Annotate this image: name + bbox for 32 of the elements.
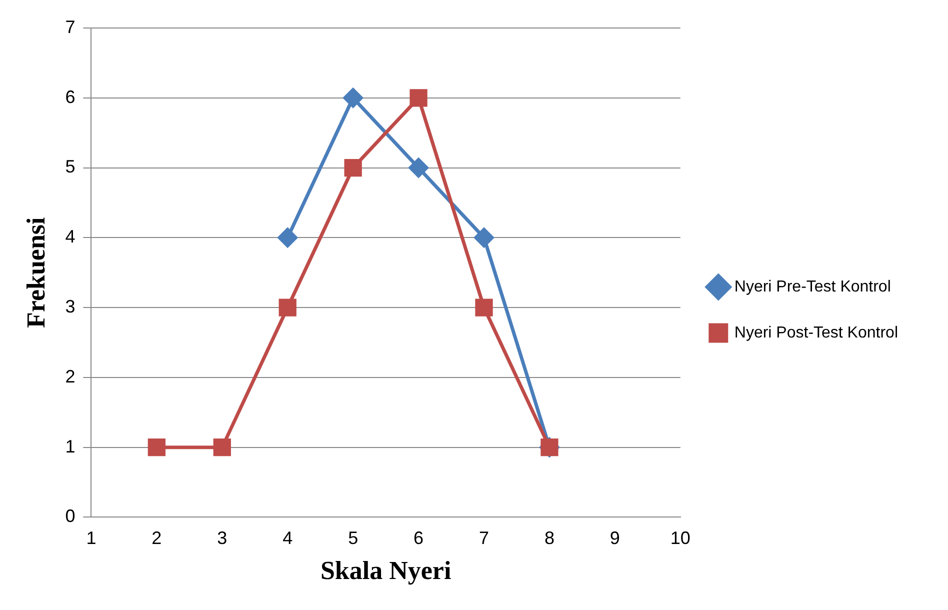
y-tick-label: 3 <box>65 296 76 317</box>
y-tick-label: 5 <box>65 156 76 177</box>
x-tick-label: 3 <box>217 528 228 548</box>
legend-label: Nyeri Pre-Test Kontrol <box>734 278 891 296</box>
y-tick-label: 4 <box>65 226 76 247</box>
point <box>475 298 493 316</box>
point <box>213 438 231 456</box>
x-axis-title: Skala Nyeri <box>320 556 452 586</box>
x-tick-label: 5 <box>348 528 358 548</box>
x-tick-label: 4 <box>282 528 293 548</box>
x-tick-label: 10 <box>670 528 690 548</box>
x-tick-label: 8 <box>544 528 554 548</box>
y-axis-title: Frekuensi <box>21 217 50 328</box>
point <box>344 158 362 177</box>
y-tick-label: 1 <box>65 436 76 456</box>
y-tick-label: 0 <box>65 506 76 526</box>
legend-label: Nyeri Post-Test Kontrol <box>734 324 898 342</box>
point <box>148 438 166 456</box>
x-tick-label: 2 <box>152 528 162 548</box>
point <box>343 88 363 108</box>
point <box>410 89 428 107</box>
x-tick-label: 9 <box>610 528 620 548</box>
y-tick-label: 7 <box>65 16 76 37</box>
point <box>474 228 494 248</box>
point <box>278 228 298 248</box>
x-tick-label: 1 <box>86 528 96 548</box>
point <box>408 158 428 178</box>
x-tick-label: 6 <box>414 528 424 548</box>
point <box>278 298 296 316</box>
y-tick-label: 2 <box>65 366 76 386</box>
y-tick-label: 6 <box>65 86 76 107</box>
x-tick-label: 7 <box>478 528 490 548</box>
